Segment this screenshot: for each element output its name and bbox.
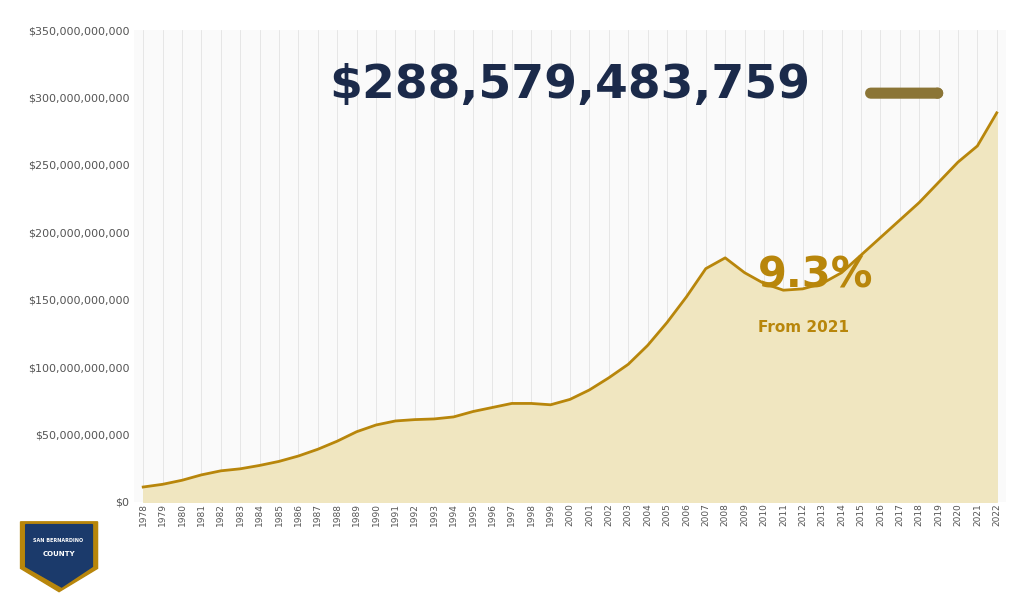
Text: COUNTY: COUNTY [42, 552, 75, 557]
Text: 2022 San Bernardino County Assessment Roll: 2022 San Bernardino County Assessment Ro… [131, 531, 668, 551]
Text: 9.3%: 9.3% [758, 254, 873, 296]
Text: From 2021: From 2021 [758, 320, 848, 335]
Polygon shape [26, 525, 92, 587]
Text: SAN BERNARDINO: SAN BERNARDINO [34, 538, 83, 543]
Text: Office of Assessor-Recorder-Clerk Bob Dutton | arc.sbcounty.gov: Office of Assessor-Recorder-Clerk Bob Du… [131, 571, 509, 584]
Polygon shape [21, 522, 98, 591]
Text: $288,579,483,759: $288,579,483,759 [330, 63, 810, 108]
